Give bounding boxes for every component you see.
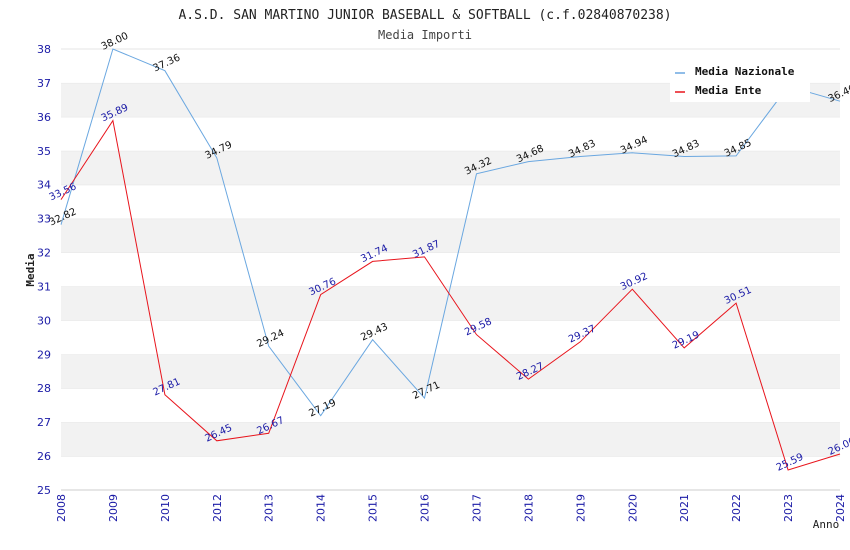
x-axis-label: Anno (813, 518, 840, 531)
x-tick-label: 2024 (834, 494, 847, 522)
x-tick-label: 2022 (730, 494, 743, 522)
y-tick-label: 35 (37, 145, 51, 158)
series-line-media-nazionale (60, 48, 841, 417)
grid-band (61, 388, 840, 423)
grid-band (61, 218, 840, 253)
y-tick-label: 31 (37, 280, 51, 293)
grid-band (61, 320, 840, 355)
y-tick-label: 33 (37, 213, 51, 226)
y-tick-label: 25 (37, 484, 51, 497)
x-tick-label: 2009 (107, 494, 120, 522)
y-tick-label: 38 (37, 43, 51, 56)
series-line-media-ente (60, 119, 841, 471)
y-tick-label: 27 (37, 416, 51, 429)
legend-label-media-nazionale: Media Nazionale (695, 65, 795, 78)
y-axis-ticks: 25 26 27 28 29 30 31 32 33 34 35 36 37 38 (37, 43, 51, 497)
y-tick-label: 28 (37, 382, 51, 395)
chart-subtitle: Media Importi (378, 28, 472, 42)
y-tick-label: 34 (37, 179, 51, 192)
x-tick-label: 2012 (211, 494, 224, 522)
y-tick-label: 30 (37, 314, 51, 327)
series-lines (60, 48, 841, 471)
legend-box (670, 60, 810, 102)
x-tick-label: 2010 (159, 494, 172, 522)
x-tick-label: 2018 (522, 494, 535, 522)
legend: Media Nazionale Media Ente (670, 60, 810, 102)
x-tick-label: 2017 (470, 494, 483, 522)
grid-band (61, 422, 840, 457)
plot-bands (61, 48, 840, 490)
grid-band (61, 252, 840, 287)
grid-band (61, 116, 840, 151)
x-tick-label: 2016 (419, 494, 432, 522)
legend-label-media-ente: Media Ente (695, 84, 762, 97)
y-tick-label: 29 (37, 348, 51, 361)
y-tick-label: 37 (37, 77, 51, 90)
x-tick-label: 2015 (367, 494, 380, 522)
y-tick-label: 26 (37, 450, 51, 463)
grid-band (61, 184, 840, 219)
x-tick-label: 2008 (55, 494, 68, 522)
y-tick-label: 36 (37, 111, 51, 124)
x-axis-ticks: 2008 2009 2010 2012 2013 2014 2015 2016 2017 2018… (55, 494, 847, 522)
y-axis-label: Media (24, 253, 37, 286)
x-tick-label: 2021 (678, 494, 691, 522)
x-tick-label: 2014 (315, 494, 328, 522)
x-tick-label: 2023 (782, 494, 795, 522)
grid-band (61, 286, 840, 321)
y-tick-label: 32 (37, 247, 51, 260)
chart-title: A.S.D. SAN MARTINO JUNIOR BASEBALL & SOF… (178, 8, 671, 23)
x-tick-label: 2020 (626, 494, 639, 522)
grid-band (61, 456, 840, 490)
grid-band (61, 354, 840, 389)
x-tick-label: 2019 (574, 494, 587, 522)
x-tick-label: 2013 (263, 494, 276, 522)
